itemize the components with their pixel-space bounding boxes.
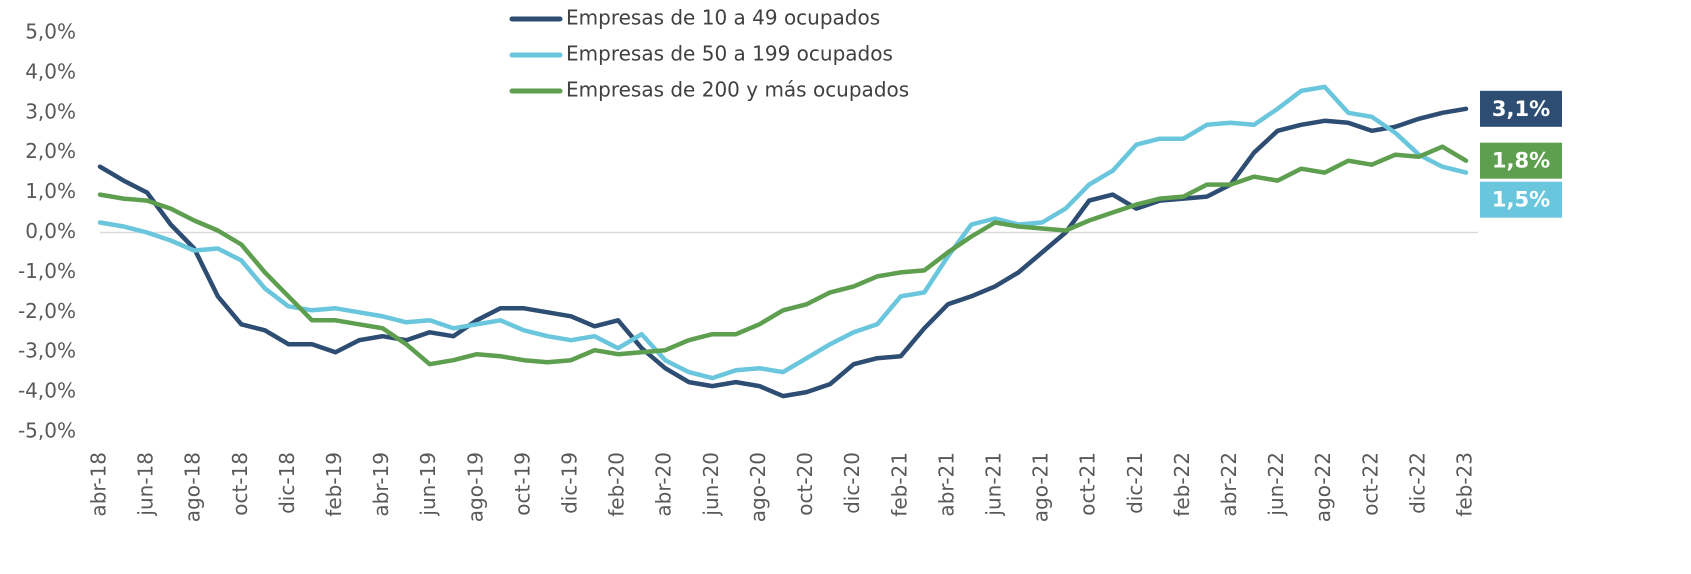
x-tick-label: abr-20 bbox=[652, 452, 676, 517]
x-tick-label: abr-21 bbox=[934, 452, 958, 517]
x-tick-label: abr-18 bbox=[87, 452, 111, 517]
series-line bbox=[97, 84, 1469, 381]
legend-label: Empresas de 50 a 199 ocupados bbox=[566, 42, 893, 66]
end-label-box bbox=[1480, 90, 1562, 127]
end-label-box bbox=[1480, 142, 1562, 179]
legend-label: Empresas de 200 y más ocupados bbox=[566, 78, 909, 102]
x-tick-label: oct-21 bbox=[1076, 452, 1100, 516]
series-line bbox=[97, 106, 1469, 399]
x-tick-label: dic-19 bbox=[558, 452, 582, 514]
x-tick-label: jun-22 bbox=[1264, 452, 1288, 517]
y-tick-label: -4,0% bbox=[18, 379, 76, 403]
y-tick-label: 5,0% bbox=[25, 20, 76, 44]
y-tick-label: 2,0% bbox=[25, 139, 76, 163]
x-tick-label: dic-18 bbox=[275, 452, 299, 514]
x-tick-label: ago-22 bbox=[1311, 452, 1335, 522]
end-label: 1,5% bbox=[1492, 188, 1550, 212]
x-tick-label: abr-22 bbox=[1217, 452, 1241, 517]
x-tick-label: oct-18 bbox=[228, 452, 252, 516]
x-tick-label: dic-21 bbox=[1123, 452, 1147, 514]
x-tick-label: jun-20 bbox=[699, 452, 723, 517]
series-line bbox=[97, 144, 1469, 367]
x-tick-label: dic-20 bbox=[840, 452, 864, 514]
x-tick-label: jun-21 bbox=[981, 452, 1005, 517]
x-tick-label: dic-22 bbox=[1405, 452, 1429, 514]
x-tick-label: jun-18 bbox=[134, 452, 158, 517]
legend-label: Empresas de 10 a 49 ocupados bbox=[566, 6, 880, 30]
end-label: 1,8% bbox=[1492, 149, 1550, 173]
x-tick-label: feb-20 bbox=[605, 452, 629, 517]
x-tick-label: feb-22 bbox=[1170, 452, 1194, 517]
y-tick-label: 4,0% bbox=[25, 59, 76, 83]
y-tick-label: 1,0% bbox=[25, 179, 76, 203]
y-tick-label: -2,0% bbox=[18, 299, 76, 323]
x-tick-label: oct-19 bbox=[510, 452, 534, 516]
x-tick-label: ago-18 bbox=[181, 452, 205, 522]
y-tick-label: -5,0% bbox=[18, 419, 76, 443]
y-tick-label: 3,0% bbox=[25, 99, 76, 123]
end-label-box bbox=[1480, 181, 1562, 218]
y-tick-label: 0,0% bbox=[25, 219, 76, 243]
y-tick-label: -3,0% bbox=[18, 339, 76, 363]
x-tick-label: ago-19 bbox=[463, 452, 487, 522]
x-tick-label: oct-22 bbox=[1358, 452, 1382, 516]
x-tick-label: feb-19 bbox=[322, 452, 346, 517]
x-tick-label: feb-23 bbox=[1453, 452, 1477, 517]
x-tick-label: feb-21 bbox=[887, 452, 911, 517]
x-tick-label: ago-20 bbox=[746, 452, 770, 522]
x-tick-label: oct-20 bbox=[793, 452, 817, 516]
x-tick-label: ago-21 bbox=[1029, 452, 1053, 522]
y-tick-label: -1,0% bbox=[18, 259, 76, 283]
x-tick-label: abr-19 bbox=[369, 452, 393, 517]
end-label: 3,1% bbox=[1492, 97, 1550, 121]
x-tick-label: jun-19 bbox=[416, 452, 440, 517]
